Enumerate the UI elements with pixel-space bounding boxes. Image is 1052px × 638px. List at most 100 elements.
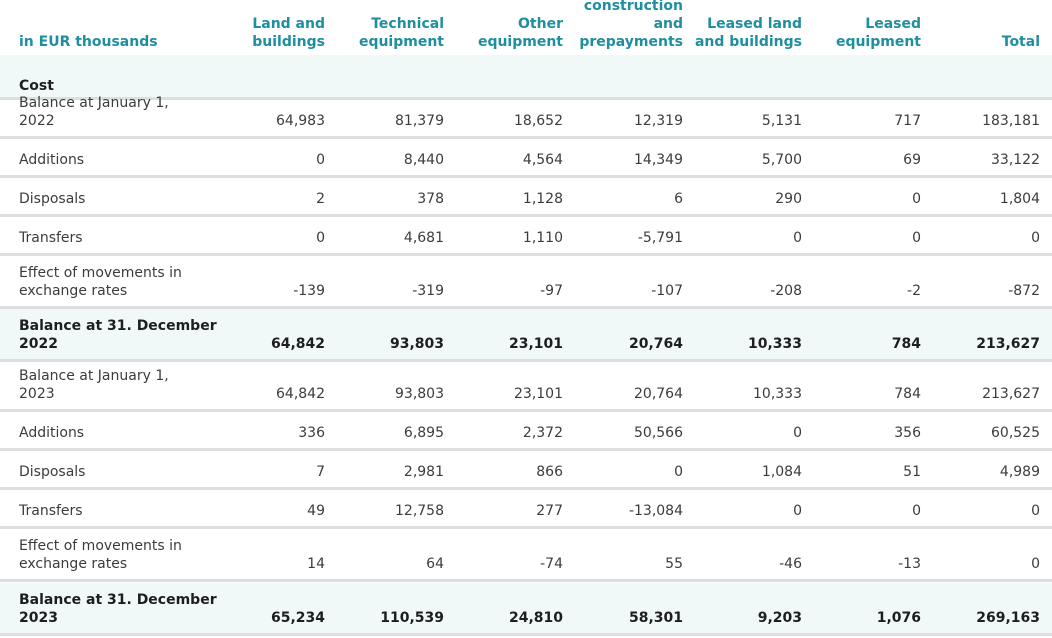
cell-value: 1,076 xyxy=(876,610,921,626)
header-technical-equipment: Technical equipment xyxy=(358,16,444,50)
cell-value: 64 xyxy=(426,556,444,572)
row-separator xyxy=(0,359,1052,362)
cell-value: 213,627 xyxy=(976,336,1040,352)
cell-value: 0 xyxy=(793,425,802,441)
header-label-column: in EUR thousands xyxy=(19,34,158,50)
cell-value: 784 xyxy=(891,336,921,352)
cell-value: 4,681 xyxy=(403,230,444,246)
cell-value: 58,301 xyxy=(628,610,683,626)
row-separator xyxy=(0,487,1052,490)
row-separator xyxy=(0,448,1052,451)
cell-value: 14,349 xyxy=(634,152,683,168)
cell-value: 378 xyxy=(417,191,444,207)
header-land-buildings: Land and buildings xyxy=(252,16,325,50)
row-label: Additions xyxy=(19,152,85,168)
cell-value: 0 xyxy=(1031,503,1040,519)
cell-value: 10,333 xyxy=(747,336,802,352)
cell-value: -13,084 xyxy=(628,503,683,519)
cell-value: 5,700 xyxy=(761,152,802,168)
row-separator xyxy=(0,633,1052,636)
cell-value: 183,181 xyxy=(982,113,1040,129)
table-row: Effect of movements in exchange rates 14 6… xyxy=(0,529,1052,579)
cell-value: -13 xyxy=(898,556,921,572)
row-separator xyxy=(0,253,1052,256)
cell-value: 290 xyxy=(775,191,802,207)
row-label: Effect of movements in exchange rates xyxy=(19,538,182,572)
cell-value: 0 xyxy=(674,464,683,480)
cell-value: 1,084 xyxy=(761,464,802,480)
row-label: Disposals xyxy=(19,464,86,480)
cell-value: -5,791 xyxy=(637,230,683,246)
cell-value: 69 xyxy=(903,152,921,168)
row-separator xyxy=(0,409,1052,412)
cell-value: 6,895 xyxy=(403,425,444,441)
row-label: Transfers xyxy=(19,503,83,519)
table-row: Balance at 31. December 2023 65,234 110,53… xyxy=(0,583,1052,633)
cell-value: 1,110 xyxy=(522,230,563,246)
cell-value: 7 xyxy=(316,464,325,480)
cell-value: 0 xyxy=(1031,556,1040,572)
cell-value: 2,981 xyxy=(403,464,444,480)
cell-value: 65,234 xyxy=(270,610,325,626)
cell-value: 5,131 xyxy=(761,113,802,129)
header-total: Total xyxy=(1001,34,1040,50)
row-label: Effect of movements in exchange rates xyxy=(19,265,182,299)
cell-value: 2 xyxy=(316,191,325,207)
cell-value: 110,539 xyxy=(380,610,444,626)
cell-value: 33,122 xyxy=(991,152,1040,168)
cell-value: 64,983 xyxy=(276,113,325,129)
cell-value: 0 xyxy=(1031,230,1040,246)
row-separator xyxy=(0,306,1052,309)
table-header: in EUR thousands Land and buildings Tech… xyxy=(0,0,1052,55)
cell-value: 20,764 xyxy=(634,386,683,402)
row-label: Additions xyxy=(19,425,85,441)
row-label: Balance at January 1, 2022 xyxy=(19,95,169,129)
row-label: Disposals xyxy=(19,191,86,207)
total-row-band xyxy=(0,309,1052,359)
row-separator xyxy=(0,97,1052,100)
cell-value: 0 xyxy=(316,230,325,246)
cell-value: 2,372 xyxy=(522,425,563,441)
cell-value: -107 xyxy=(651,283,683,299)
header-construction-prepayments: construction and prepayments xyxy=(579,0,683,50)
cell-value: 12,319 xyxy=(634,113,683,129)
cell-value: 93,803 xyxy=(389,336,444,352)
table-row: Balance at January 1, 2023 64,842 93,803 23… xyxy=(0,362,1052,409)
table-row: Transfers 0 4,681 1,110 -5,791 0 0 0 xyxy=(0,217,1052,253)
row-separator xyxy=(0,136,1052,139)
cell-value: 6 xyxy=(674,191,683,207)
table-row: Transfers 49 12,758 277 -13,084 0 0 0 xyxy=(0,490,1052,526)
cell-value: 866 xyxy=(536,464,563,480)
cell-value: 1,128 xyxy=(522,191,563,207)
cell-value: 0 xyxy=(793,230,802,246)
cell-value: 0 xyxy=(912,503,921,519)
cell-value: 213,627 xyxy=(982,386,1040,402)
table-row: Balance at 31. December 2022 64,842 93,803… xyxy=(0,309,1052,359)
cell-value: 55 xyxy=(665,556,683,572)
cell-value: -97 xyxy=(540,283,563,299)
cell-value: 10,333 xyxy=(753,386,802,402)
row-separator xyxy=(0,214,1052,217)
table-row: Balance at January 1, 2022 64,983 81,379 18… xyxy=(0,95,1052,136)
table-row: Additions 336 6,895 2,372 50,566 0 356 60,525 xyxy=(0,412,1052,448)
cell-value: 51 xyxy=(903,464,921,480)
cell-value: 49 xyxy=(307,503,325,519)
cell-value: 81,379 xyxy=(395,113,444,129)
cell-value: -139 xyxy=(293,283,325,299)
cell-value: 0 xyxy=(912,191,921,207)
cell-value: 784 xyxy=(894,386,921,402)
cell-value: 4,989 xyxy=(999,464,1040,480)
cell-value: 269,163 xyxy=(976,610,1040,626)
cell-value: 4,564 xyxy=(522,152,563,168)
cell-value: -46 xyxy=(779,556,802,572)
table-row: Disposals 7 2,981 866 0 1,084 51 4,989 xyxy=(0,451,1052,487)
cell-value: 23,101 xyxy=(508,336,563,352)
cell-value: 24,810 xyxy=(508,610,563,626)
cell-value: 20,764 xyxy=(628,336,683,352)
cell-value: 93,803 xyxy=(395,386,444,402)
cell-value: 0 xyxy=(793,503,802,519)
header-other-equipment: Other equipment xyxy=(477,16,563,50)
cell-value: 14 xyxy=(307,556,325,572)
cell-value: 0 xyxy=(316,152,325,168)
cell-value: 277 xyxy=(536,503,563,519)
